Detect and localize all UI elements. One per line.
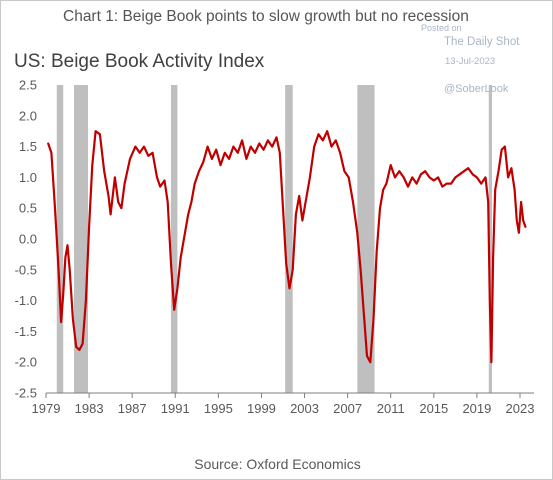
y-tick-label: -0.5 xyxy=(15,262,37,277)
y-tick-label: 1.0 xyxy=(19,170,37,185)
recession-band xyxy=(56,85,64,393)
x-tick-label: 1995 xyxy=(204,401,233,416)
source-note: Source: Oxford Economics xyxy=(194,456,361,472)
y-tick-label: 2.0 xyxy=(19,108,37,123)
chart-heading: Chart 1: Beige Book points to slow growt… xyxy=(63,8,469,25)
y-axis: 2.5 2.0 1.5 1.0 0.5 0.0 -0.5 -1.0 -1.5 -2.0 -2.5 xyxy=(15,78,37,401)
recession-band xyxy=(357,85,375,393)
watermark-date: 13-Jul-2023 xyxy=(445,56,496,67)
y-tick-label: -1.0 xyxy=(15,293,37,308)
x-tick-label: 2007 xyxy=(333,401,362,416)
y-tick-label: 1.5 xyxy=(19,139,37,154)
x-axis: 1979 1983 1987 1991 1995 1999 2003 2007 2011 2015… xyxy=(32,392,535,416)
series-line xyxy=(47,130,527,364)
watermark-site: The Daily Shot xyxy=(444,36,520,48)
x-tick-label: 1987 xyxy=(118,401,147,416)
watermark-handle: @SoberLook xyxy=(444,83,509,95)
recession-bands xyxy=(56,85,492,393)
y-tick-label: -1.5 xyxy=(15,324,37,339)
watermark-posted: Posted on xyxy=(421,23,462,33)
x-tick-label: 1979 xyxy=(32,401,61,416)
x-tick-label: 2023 xyxy=(506,401,535,416)
y-tick-label: 0.0 xyxy=(19,232,37,247)
chart-title: US: Beige Book Activity Index xyxy=(14,51,265,72)
x-tick-label: 2015 xyxy=(419,401,448,416)
y-tick-label: -2.0 xyxy=(15,355,37,370)
recession-band xyxy=(285,85,293,393)
x-tick-label: 2003 xyxy=(290,401,319,416)
x-tick-label: 1991 xyxy=(161,401,190,416)
recession-band xyxy=(170,85,178,393)
x-tick-label: 1983 xyxy=(75,401,104,416)
x-tick-label: 1999 xyxy=(247,401,276,416)
x-tick-label: 2011 xyxy=(377,401,405,416)
x-tick-label: 2019 xyxy=(462,401,491,416)
recession-band xyxy=(488,85,492,393)
y-tick-label: 2.5 xyxy=(19,78,37,93)
y-tick-label: -2.5 xyxy=(15,386,37,401)
y-tick-label: 0.5 xyxy=(19,201,37,216)
series-layer xyxy=(47,130,527,364)
